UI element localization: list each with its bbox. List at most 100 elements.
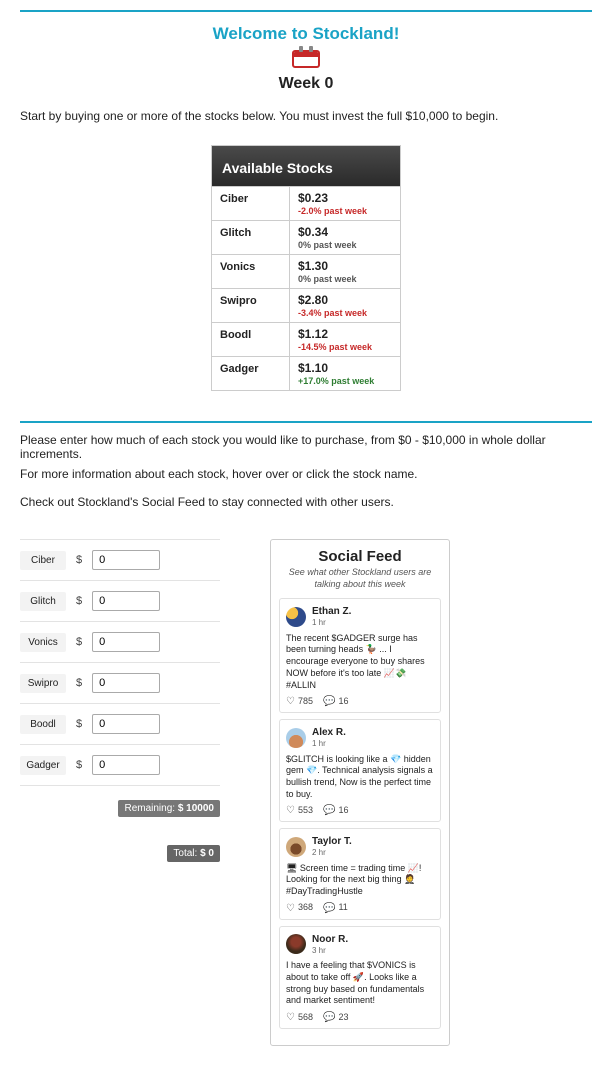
stock-data: $1.300% past week — [290, 255, 400, 288]
purchase-stock-label[interactable]: Boodl — [20, 715, 66, 734]
post-header: Noor R.3 hr — [286, 933, 434, 956]
stock-row: Glitch$0.340% past week — [212, 220, 400, 254]
heart-icon: ♡ — [286, 902, 295, 915]
stock-name-link[interactable]: Boodl — [212, 323, 290, 356]
post-body: The recent $GADGER surge has been turnin… — [286, 633, 434, 691]
post-time: 1 hr — [312, 618, 351, 628]
stock-price: $0.34 — [298, 225, 392, 239]
purchase-input-row: Vonics $ — [20, 622, 220, 663]
stock-name-link[interactable]: Gadger — [212, 357, 290, 390]
stock-change: -14.5% past week — [298, 342, 392, 352]
comment-icon: 💬 — [323, 804, 335, 817]
purchase-stock-label[interactable]: Glitch — [20, 592, 66, 611]
purchase-input-row: Boodl $ — [20, 704, 220, 745]
stock-change: 0% past week — [298, 274, 392, 284]
page-title: Welcome to Stockland! — [20, 24, 592, 44]
post-stats: ♡ 368 💬 11 — [286, 902, 434, 915]
divider-top — [20, 10, 592, 12]
avatar[interactable] — [286, 728, 306, 748]
social-feed-panel: Social Feed See what other Stockland use… — [270, 539, 450, 1046]
post-time: 3 hr — [312, 946, 348, 956]
stock-price: $1.12 — [298, 327, 392, 341]
divider-mid — [20, 421, 592, 423]
feed-post[interactable]: Alex R.1 hr $GLITCH is looking like a 💎 h… — [279, 719, 441, 822]
stock-row: Ciber$0.23-2.0% past week — [212, 186, 400, 220]
purchase-amount-input[interactable] — [92, 591, 160, 611]
stock-row: Swipro$2.80-3.4% past week — [212, 288, 400, 322]
comment-icon: 💬 — [323, 695, 335, 708]
comment-count[interactable]: 💬 23 — [323, 1011, 348, 1024]
stock-change: +17.0% past week — [298, 376, 392, 386]
like-count[interactable]: ♡ 553 — [286, 804, 313, 817]
purchase-amount-input[interactable] — [92, 550, 160, 570]
purchase-stock-label[interactable]: Swipro — [20, 674, 66, 693]
like-count[interactable]: ♡ 368 — [286, 902, 313, 915]
stock-name-link[interactable]: Swipro — [212, 289, 290, 322]
comment-count[interactable]: 💬 16 — [323, 804, 348, 817]
like-count[interactable]: ♡ 568 — [286, 1011, 313, 1024]
heart-icon: ♡ — [286, 1011, 295, 1024]
post-header: Alex R.1 hr — [286, 726, 434, 749]
post-header: Ethan Z.1 hr — [286, 605, 434, 628]
calendar-icon-wrap — [20, 50, 592, 71]
total-value: $ 0 — [200, 848, 214, 859]
purchase-input-row: Ciber $ — [20, 539, 220, 581]
stock-price: $1.10 — [298, 361, 392, 375]
post-body: $GLITCH is looking like a 💎 hidden gem 💎… — [286, 754, 434, 801]
comment-count[interactable]: 💬 11 — [323, 902, 348, 915]
purchase-amount-input[interactable] — [92, 673, 160, 693]
purchase-stock-label[interactable]: Gadger — [20, 756, 66, 775]
avatar[interactable] — [286, 934, 306, 954]
stock-data: $1.12-14.5% past week — [290, 323, 400, 356]
total-label: Total: — [173, 848, 197, 859]
available-stocks-panel: Available Stocks Ciber$0.23-2.0% past we… — [211, 145, 401, 391]
stock-change: -2.0% past week — [298, 206, 392, 216]
total-badge: Total: $ 0 — [167, 845, 220, 862]
stock-data: $1.10+17.0% past week — [290, 357, 400, 390]
avatar[interactable] — [286, 607, 306, 627]
stock-data: $0.23-2.0% past week — [290, 187, 400, 220]
dollar-sign: $ — [76, 636, 82, 648]
post-time: 2 hr — [312, 848, 352, 858]
purchase-input-row: Gadger$ — [20, 745, 220, 786]
dollar-sign: $ — [76, 554, 82, 566]
comment-icon: 💬 — [323, 902, 335, 915]
stock-change: -3.4% past week — [298, 308, 392, 318]
post-body: 🖥 Screen time = trading time 📈! Looking … — [286, 863, 434, 898]
post-body: I have a feeling that $VONICS is about t… — [286, 960, 434, 1007]
purchase-amount-input[interactable] — [92, 632, 160, 652]
stock-price: $0.23 — [298, 191, 392, 205]
feed-post[interactable]: Noor R.3 hr I have a feeling that $VONICS… — [279, 926, 441, 1029]
post-username[interactable]: Noor R. — [312, 933, 348, 946]
stock-name-link[interactable]: Ciber — [212, 187, 290, 220]
stock-price: $2.80 — [298, 293, 392, 307]
purchase-amount-input[interactable] — [92, 714, 160, 734]
avatar[interactable] — [286, 837, 306, 857]
week-label: Week 0 — [20, 75, 592, 93]
feed-post[interactable]: Taylor T.2 hr 🖥 Screen time = trading tim… — [279, 828, 441, 919]
dollar-sign: $ — [76, 677, 82, 689]
post-stats: ♡ 553 💬 16 — [286, 804, 434, 817]
purchase-form: Ciber$Glitch$Vonics$Swipro$Boodl$Gadger$… — [20, 539, 220, 862]
post-stats: ♡ 785 💬 16 — [286, 695, 434, 708]
post-username[interactable]: Alex R. — [312, 726, 346, 739]
post-username[interactable]: Ethan Z. — [312, 605, 351, 618]
purchase-amount-input[interactable] — [92, 755, 160, 775]
stock-data: $2.80-3.4% past week — [290, 289, 400, 322]
total-row: Total: $ 0 — [20, 845, 220, 862]
stock-name-link[interactable]: Glitch — [212, 221, 290, 254]
available-stocks-title: Available Stocks — [212, 146, 400, 186]
comment-icon: 💬 — [323, 1011, 335, 1024]
post-username[interactable]: Taylor T. — [312, 835, 352, 848]
comment-count[interactable]: 💬 16 — [323, 695, 348, 708]
stock-row: Vonics$1.300% past week — [212, 254, 400, 288]
stock-name-link[interactable]: Vonics — [212, 255, 290, 288]
dollar-sign: $ — [76, 718, 82, 730]
purchase-stock-label[interactable]: Ciber — [20, 551, 66, 570]
instruction-line-2: For more information about each stock, h… — [20, 467, 592, 481]
like-count[interactable]: ♡ 785 — [286, 695, 313, 708]
social-feed-subtitle: See what other Stockland users are talki… — [279, 567, 441, 590]
feed-post[interactable]: Ethan Z.1 hr The recent $GADGER surge has… — [279, 598, 441, 713]
stock-row: Boodl$1.12-14.5% past week — [212, 322, 400, 356]
purchase-stock-label[interactable]: Vonics — [20, 633, 66, 652]
